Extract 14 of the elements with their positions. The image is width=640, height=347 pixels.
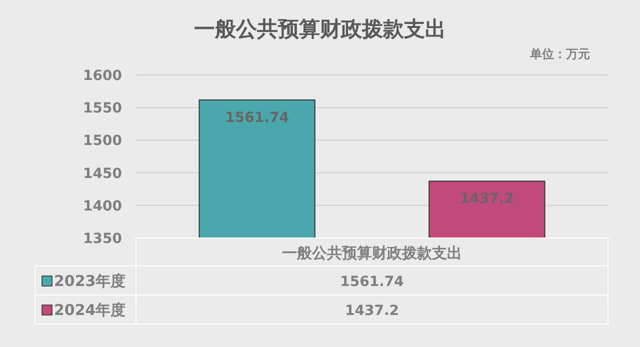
data-label: 1437.2	[460, 191, 514, 208]
legend-label: 2023年度	[54, 272, 126, 290]
y-tick-label: 1400	[83, 198, 122, 214]
data-label: 1561.74	[225, 110, 290, 126]
chart-title: 一般公共预算财政拨款支出	[194, 17, 446, 41]
y-tick-label: 1550	[83, 100, 122, 117]
text: 1561.74	[340, 274, 404, 290]
y-tick-label: 1600	[83, 68, 122, 84]
y-tick-label: 1350	[83, 231, 122, 247]
text: 1437.2	[344, 303, 400, 319]
text: 单位：万元	[529, 47, 590, 61]
y-tick-label: 1500	[83, 133, 122, 150]
y-tick-label: 1450	[83, 166, 122, 182]
legend-label: 2024年度	[54, 301, 126, 319]
